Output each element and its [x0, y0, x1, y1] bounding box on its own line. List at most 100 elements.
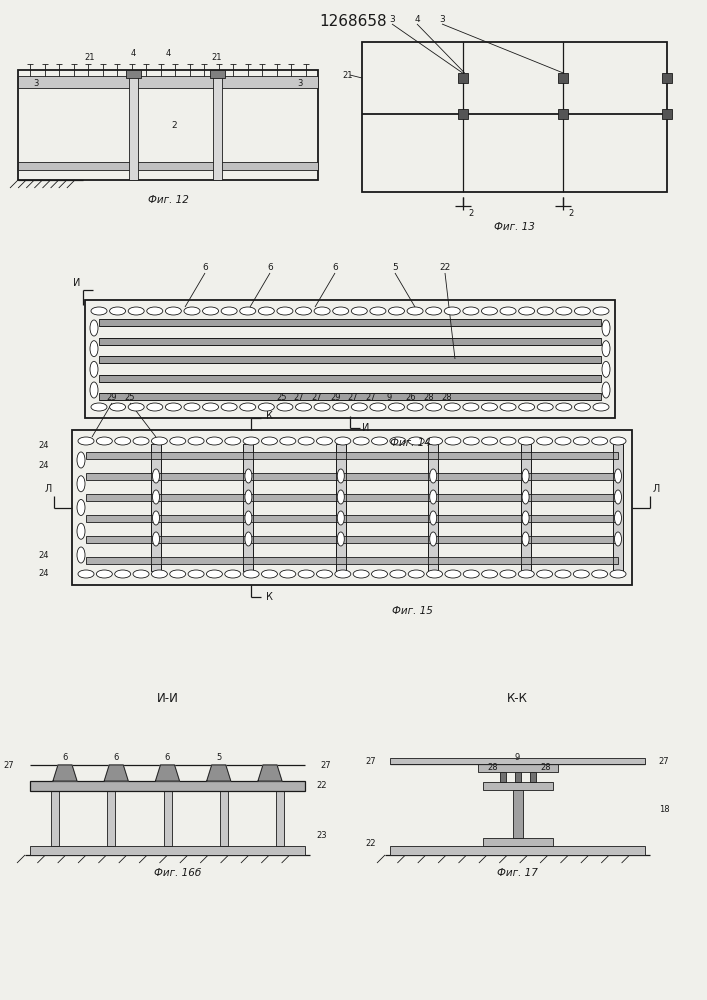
Ellipse shape — [555, 437, 571, 445]
Ellipse shape — [77, 476, 85, 492]
Ellipse shape — [426, 570, 443, 578]
Text: 27: 27 — [366, 393, 377, 402]
Ellipse shape — [245, 511, 252, 525]
Ellipse shape — [519, 307, 534, 315]
Ellipse shape — [184, 307, 200, 315]
Ellipse shape — [614, 532, 621, 546]
Text: 28: 28 — [424, 393, 435, 402]
Bar — [513, 790, 522, 838]
Ellipse shape — [593, 307, 609, 315]
Bar — [51, 791, 59, 846]
Bar — [86, 536, 618, 543]
Text: Фиг. 12: Фиг. 12 — [148, 195, 189, 205]
Ellipse shape — [407, 307, 423, 315]
Ellipse shape — [153, 532, 160, 546]
Text: 2: 2 — [468, 210, 473, 219]
Bar — [213, 70, 222, 180]
Ellipse shape — [337, 490, 344, 504]
Ellipse shape — [592, 437, 607, 445]
Ellipse shape — [610, 570, 626, 578]
Text: 22: 22 — [317, 782, 327, 790]
Ellipse shape — [556, 307, 572, 315]
Text: 6: 6 — [202, 263, 208, 272]
Bar — [457, 73, 467, 83]
Bar — [107, 791, 115, 846]
Bar — [500, 772, 506, 782]
Bar — [30, 781, 305, 791]
Text: 4: 4 — [165, 49, 170, 58]
Text: Л: Л — [45, 484, 52, 493]
Ellipse shape — [133, 570, 149, 578]
Text: 4: 4 — [414, 15, 420, 24]
Text: 21: 21 — [343, 70, 354, 80]
Bar — [520, 444, 530, 571]
Ellipse shape — [147, 403, 163, 411]
Ellipse shape — [500, 307, 516, 315]
Ellipse shape — [408, 570, 424, 578]
Bar — [86, 494, 618, 501]
Ellipse shape — [110, 403, 126, 411]
Text: 9: 9 — [515, 752, 520, 762]
Text: Фиг. 17: Фиг. 17 — [497, 868, 538, 878]
Text: 22: 22 — [439, 263, 450, 272]
Ellipse shape — [610, 437, 626, 445]
Bar — [390, 758, 645, 764]
Text: 3: 3 — [33, 80, 39, 89]
Bar — [428, 444, 438, 571]
Bar — [559, 73, 568, 83]
Ellipse shape — [133, 437, 149, 445]
Text: 18: 18 — [659, 806, 670, 814]
Ellipse shape — [77, 452, 85, 468]
Text: 6: 6 — [114, 752, 119, 762]
Ellipse shape — [147, 307, 163, 315]
Ellipse shape — [522, 511, 529, 525]
Ellipse shape — [388, 307, 404, 315]
Text: 6: 6 — [267, 263, 273, 272]
Text: 24: 24 — [39, 442, 49, 450]
Ellipse shape — [314, 403, 330, 411]
Ellipse shape — [277, 307, 293, 315]
Text: 4: 4 — [130, 49, 136, 58]
Text: К: К — [266, 411, 273, 421]
Polygon shape — [53, 765, 77, 781]
Ellipse shape — [165, 403, 182, 411]
Ellipse shape — [614, 490, 621, 504]
Ellipse shape — [370, 403, 386, 411]
Ellipse shape — [602, 361, 610, 377]
Text: 24: 24 — [39, 550, 49, 560]
Ellipse shape — [593, 403, 609, 411]
Ellipse shape — [351, 403, 368, 411]
Text: 5: 5 — [216, 752, 221, 762]
Ellipse shape — [500, 570, 516, 578]
Ellipse shape — [371, 570, 387, 578]
Bar — [72, 430, 632, 585]
Ellipse shape — [407, 403, 423, 411]
Text: 28: 28 — [487, 764, 498, 772]
Ellipse shape — [298, 437, 314, 445]
Bar — [530, 772, 535, 782]
Ellipse shape — [296, 307, 312, 315]
Ellipse shape — [280, 437, 296, 445]
Ellipse shape — [426, 403, 442, 411]
Ellipse shape — [481, 570, 498, 578]
Bar — [336, 444, 346, 571]
Ellipse shape — [337, 532, 344, 546]
Ellipse shape — [77, 499, 85, 516]
Bar — [99, 356, 601, 363]
Text: 1268658: 1268658 — [319, 14, 387, 29]
Ellipse shape — [314, 307, 330, 315]
Ellipse shape — [184, 403, 200, 411]
Ellipse shape — [573, 570, 590, 578]
Bar — [85, 300, 615, 418]
Ellipse shape — [240, 403, 256, 411]
Ellipse shape — [463, 437, 479, 445]
Text: 2: 2 — [568, 210, 574, 219]
Ellipse shape — [430, 490, 437, 504]
Ellipse shape — [225, 570, 241, 578]
Text: 27: 27 — [366, 756, 376, 766]
Ellipse shape — [115, 570, 131, 578]
Ellipse shape — [96, 570, 112, 578]
Ellipse shape — [445, 570, 461, 578]
Polygon shape — [206, 765, 230, 781]
Ellipse shape — [77, 547, 85, 563]
